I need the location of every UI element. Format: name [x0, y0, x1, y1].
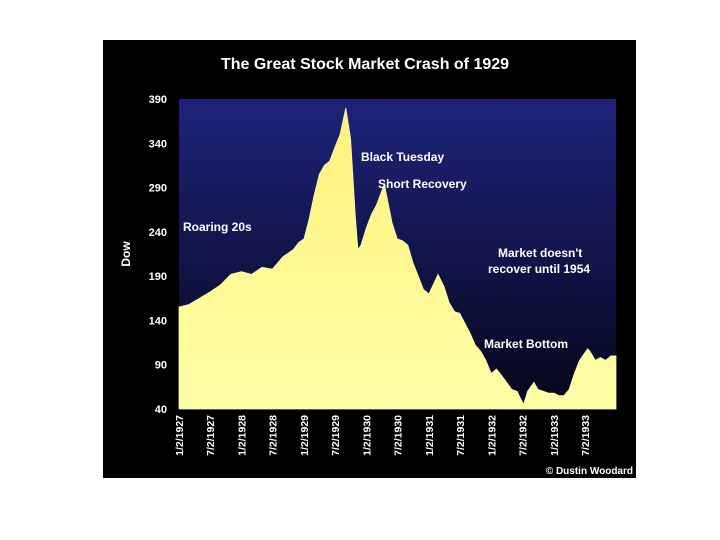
annotation-recover-until-1954: recover until 1954	[488, 262, 590, 276]
x-tick-label: 1/2/1932	[486, 415, 498, 456]
x-tick-label: 1/2/1933	[549, 415, 561, 456]
annotation-black-tuesday: Black Tuesday	[361, 150, 444, 164]
chart-title: The Great Stock Market Crash of 1929	[221, 56, 509, 73]
chart: The Great Stock Market Crash of 1929 40 9…	[119, 56, 633, 477]
y-tick-label: 190	[149, 271, 167, 283]
x-tick-label: 1/2/1928	[236, 415, 248, 456]
y-tick-label: 340	[149, 138, 167, 150]
y-tick-label: 390	[149, 94, 167, 106]
chart-figure: The Great Stock Market Crash of 1929 40 9…	[103, 40, 636, 478]
x-tick-label: 7/2/1933	[580, 415, 592, 456]
y-tick-label: 90	[155, 360, 167, 372]
y-tick-label: 240	[149, 227, 167, 239]
x-tick-label: 1/2/1930	[362, 415, 374, 456]
annotation-roaring-20s: Roaring 20s	[183, 220, 252, 234]
x-tick-label: 1/2/1929	[299, 415, 311, 456]
annotation-market-bottom: Market Bottom	[484, 337, 568, 351]
annotation-market-doesnt: Market doesn't	[498, 246, 582, 260]
credit-text: © Dustin Woodard	[546, 466, 633, 477]
x-tick-label: 7/2/1927	[205, 415, 217, 456]
annotation-short-recovery: Short Recovery	[378, 177, 467, 191]
y-tick-label: 140	[149, 315, 167, 327]
x-tick-label: 1/2/1927	[174, 415, 186, 456]
y-tick-label: 40	[155, 404, 167, 416]
x-tick-label: 7/2/1930	[392, 415, 404, 456]
x-tick-label: 7/2/1931	[455, 415, 467, 456]
x-tick-label: 7/2/1928	[268, 415, 280, 456]
y-tick-label: 290	[149, 183, 167, 195]
x-tick-label: 1/2/1931	[424, 415, 436, 456]
x-tick-label: 7/2/1929	[330, 415, 342, 456]
y-axis-label: Dow	[119, 241, 133, 267]
dow-area-series	[178, 107, 617, 410]
x-tick-label: 7/2/1932	[517, 415, 529, 456]
